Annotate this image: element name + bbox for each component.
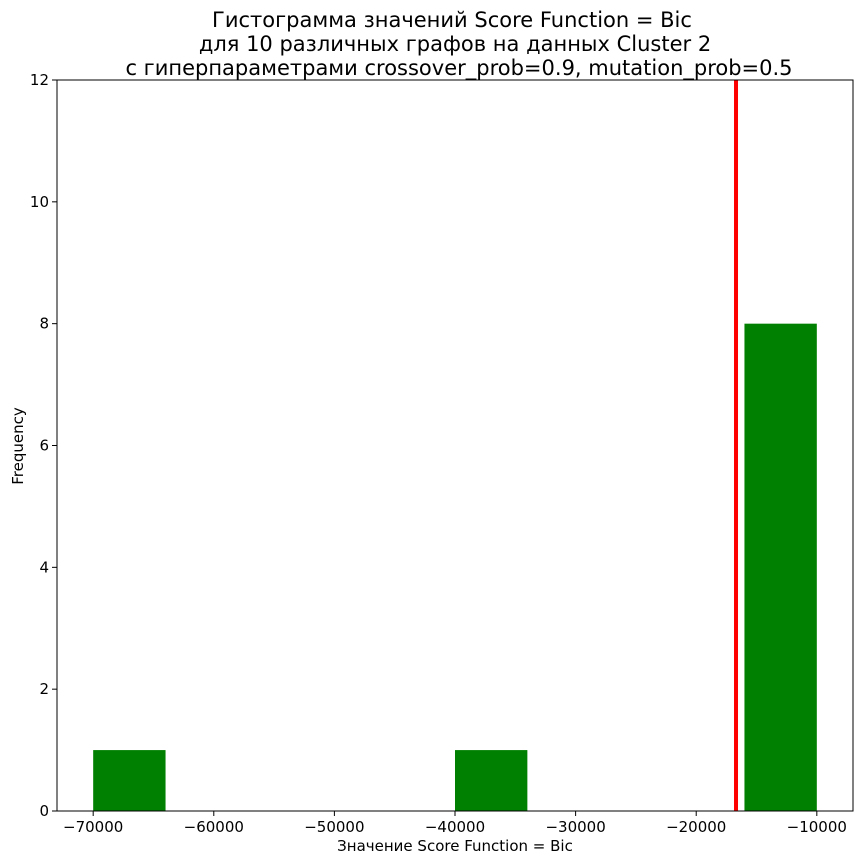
- x-axis-label: Значение Score Function = Bic: [337, 837, 573, 855]
- x-tick-label: −10000: [787, 818, 847, 836]
- x-tick-label: −60000: [184, 818, 244, 836]
- y-tick-label: 6: [39, 437, 49, 455]
- x-axis-ticks: −70000 −60000 −50000 −40000 −30000 −20000 −100…: [63, 811, 847, 836]
- chart-title-line-1: Гистограмма значений Score Function = Bi…: [212, 8, 692, 32]
- y-tick-label: 2: [39, 680, 49, 698]
- x-tick-label: −50000: [304, 818, 364, 836]
- chart-title-line-3: с гиперпараметрами crossover_prob=0.9, m…: [125, 56, 792, 81]
- y-tick-label: 8: [39, 315, 49, 333]
- y-axis-label: Frequency: [9, 407, 27, 485]
- x-tick-label: −40000: [425, 818, 485, 836]
- histogram-bar-2: [455, 750, 528, 811]
- y-tick-label: 12: [30, 71, 49, 89]
- y-tick-label: 0: [39, 802, 49, 820]
- histogram-bar-1: [93, 750, 166, 811]
- chart-title: Гистограмма значений Score Function = Bi…: [125, 8, 792, 81]
- y-tick-label: 10: [30, 193, 49, 211]
- x-tick-label: −20000: [666, 818, 726, 836]
- histogram-bars: [93, 323, 817, 811]
- x-tick-label: −70000: [63, 818, 123, 836]
- chart-title-line-2: для 10 различных графов на данных Cluste…: [199, 32, 711, 56]
- y-axis-ticks: 0 2 4 6 8 10 12: [30, 71, 57, 820]
- x-tick-label: −30000: [545, 818, 605, 836]
- y-tick-label: 4: [39, 558, 49, 576]
- plot-area-frame: [56, 79, 854, 812]
- histogram-bar-3: [744, 323, 817, 811]
